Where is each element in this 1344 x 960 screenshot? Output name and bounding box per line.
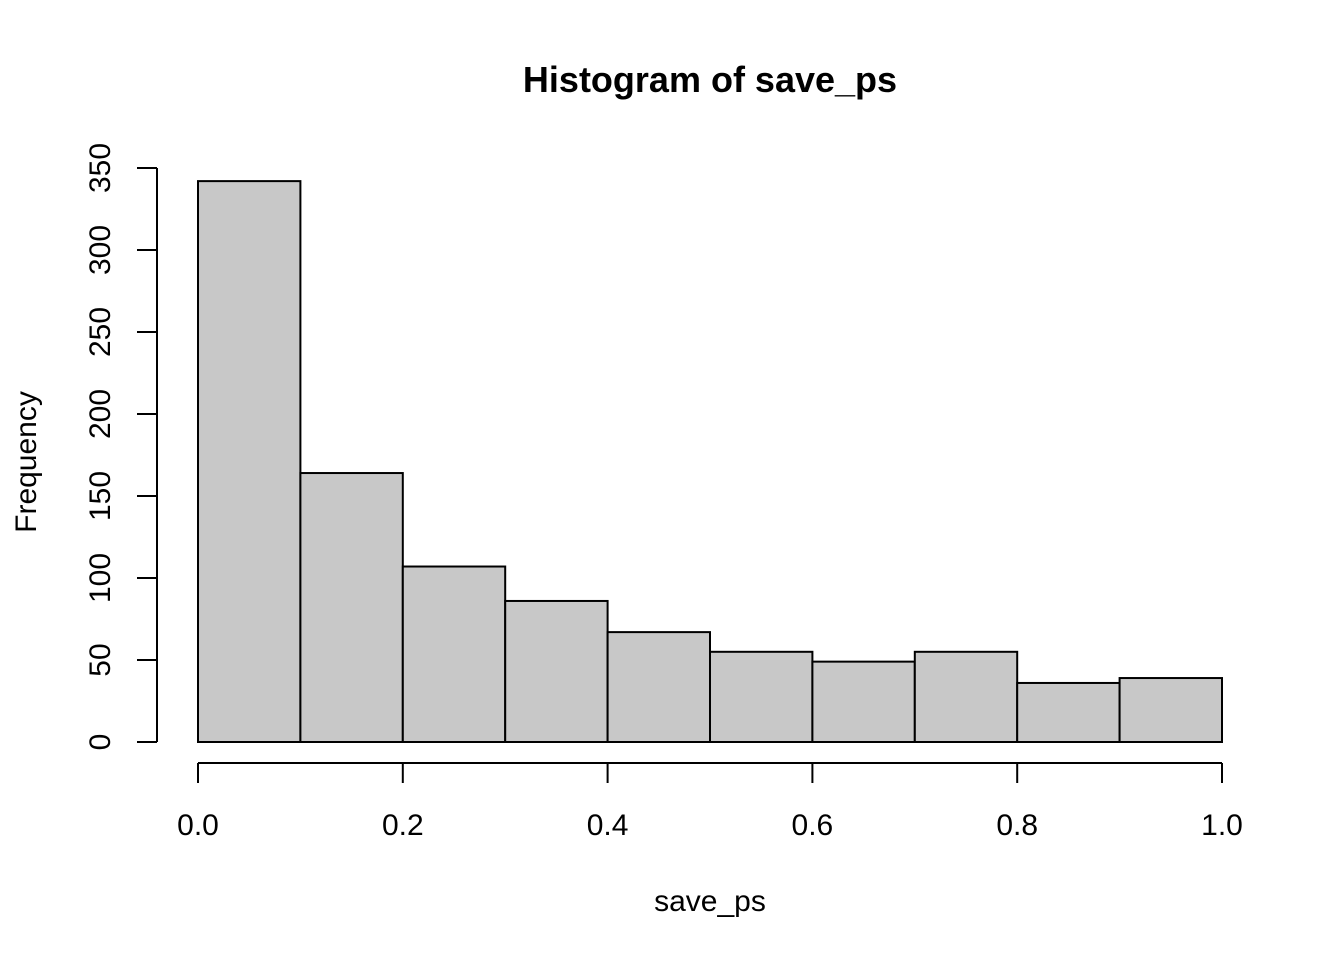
y-tick-label: 350 — [84, 143, 117, 193]
histogram-bar-9 — [1016, 681, 1121, 744]
chart-title: Histogram of save_ps — [523, 59, 897, 100]
y-tick-label: 250 — [84, 307, 117, 357]
y-tick-label: 50 — [84, 643, 117, 676]
y-tick-label: 150 — [84, 471, 117, 521]
y-tick-label: 300 — [84, 225, 117, 275]
histogram-bar-6 — [709, 650, 814, 743]
histogram-bar-2 — [299, 472, 404, 743]
x-tick-label: 1.0 — [1201, 809, 1243, 842]
x-tick-label: 0.4 — [587, 809, 629, 842]
histogram-bar-1 — [197, 180, 302, 743]
histogram-bar-10 — [1118, 677, 1223, 743]
bars-group — [197, 180, 1223, 744]
x-axis: 0.0 0.2 0.4 0.6 0.8 1.0 — [177, 762, 1243, 842]
histogram-bar-4 — [504, 599, 609, 744]
y-tick-label: 200 — [84, 389, 117, 439]
y-tick-label: 0 — [84, 734, 117, 751]
x-axis-label: save_ps — [654, 885, 766, 918]
y-tick-label: 100 — [84, 553, 117, 603]
x-tick-label: 0.6 — [792, 809, 834, 842]
x-tick-label: 0.2 — [382, 809, 424, 842]
x-tick-label: 0.0 — [177, 809, 219, 842]
histogram-bar-5 — [606, 631, 711, 743]
histogram-bar-8 — [913, 650, 1019, 743]
histogram-bar-7 — [811, 660, 916, 744]
y-axis: 0 50 100 150 200 250 300 350 — [84, 143, 158, 751]
x-tick-label: 0.8 — [996, 809, 1038, 842]
y-axis-label: Frequency — [10, 391, 43, 533]
histogram-bar-3 — [401, 565, 507, 744]
